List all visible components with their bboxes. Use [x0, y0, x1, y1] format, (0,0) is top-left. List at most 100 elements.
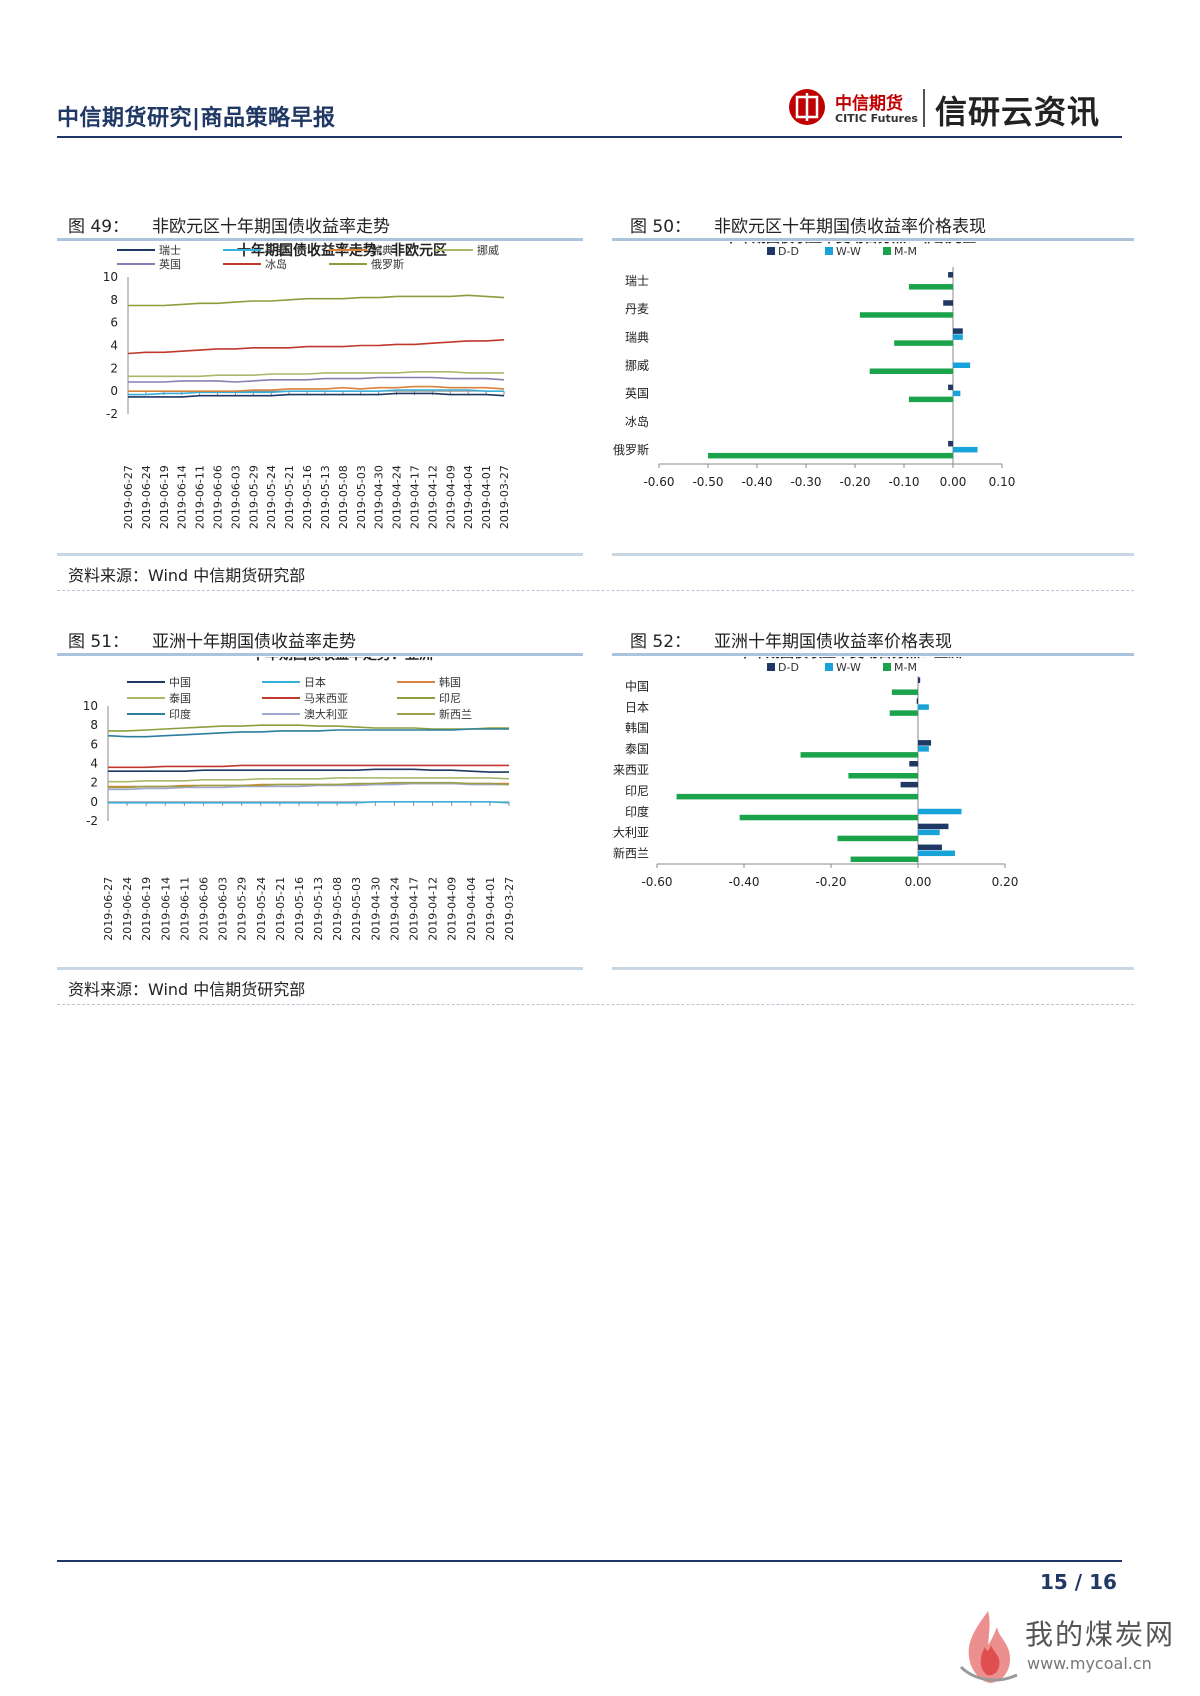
legend-label: 冰岛 [265, 257, 287, 271]
bar-M-M [800, 752, 918, 758]
series-line-瑞士 [128, 392, 505, 398]
figure-top-rule [57, 238, 583, 241]
y-tick-label: 10 [83, 699, 98, 713]
logo-cn: 中信期货 [835, 94, 903, 114]
line-chart-non-euro: 十年期国债收益率走势：非欧元区瑞士丹麦瑞典挪威英国冰岛俄罗斯-202468102… [103, 242, 511, 529]
legend-label: 俄罗斯 [371, 258, 404, 271]
x-tick-label: 2019-05-13 [319, 465, 332, 529]
bar-M-M [894, 340, 953, 346]
footer-divider [57, 1560, 1122, 1562]
x-tick-label: 2019-06-24 [121, 877, 134, 941]
figure-bottom-rule [612, 553, 1134, 556]
bar-M-M [908, 396, 953, 403]
x-tick-label: -0.10 [888, 475, 919, 489]
bar-M-M [869, 368, 953, 374]
series-line-瑞典 [128, 385, 505, 392]
x-tick-label: 2019-05-03 [350, 877, 363, 941]
category-label: 英国 [625, 387, 649, 401]
chart-title: 十年期国债收益率走势：亚洲 [251, 657, 433, 663]
x-tick-label: -0.50 [692, 475, 723, 489]
x-tick-label: 2019-05-16 [301, 465, 314, 529]
y-tick-label: 10 [103, 270, 118, 284]
figure-number: 图 49： [68, 217, 130, 237]
x-tick-label: 0.20 [992, 875, 1019, 889]
x-tick-label: 2019-06-24 [140, 465, 153, 529]
x-tick-label: 2019-05-29 [247, 465, 260, 529]
series-line-冰岛 [127, 339, 505, 355]
figure-title: 亚洲十年期国债收益率走势 [152, 632, 356, 652]
legend-label: 瑞典 [371, 243, 393, 257]
category-label: 俄罗斯 [613, 443, 649, 457]
legend-label: 日本 [304, 675, 326, 689]
bar-D-D [948, 272, 953, 278]
x-tick-label: 2019-04-17 [408, 465, 421, 529]
category-label: 马来西亚 [612, 763, 649, 777]
category-label: 泰国 [625, 742, 649, 756]
legend-label: M-M [894, 245, 917, 258]
series-line-印度 [107, 728, 509, 738]
bar-W-W [918, 829, 940, 836]
figure-bottom-rule [57, 553, 583, 556]
y-tick-label: 0 [110, 384, 118, 398]
source-note: 资料来源：Wind 中信期货研究部 [68, 566, 306, 585]
series-line-丹麦 [128, 389, 504, 396]
x-tick-label: 2019-05-21 [274, 877, 287, 941]
bar-W-W [918, 746, 929, 752]
legend-label: W-W [836, 245, 861, 258]
x-tick-label: 2019-04-04 [465, 877, 478, 941]
flame-icon [959, 1611, 1018, 1683]
bar-M-M [739, 814, 918, 821]
x-tick-label: 2019-05-21 [283, 465, 296, 529]
category-label: 日本 [625, 700, 649, 714]
bar-M-M [676, 793, 918, 800]
bar-W-W [953, 362, 971, 368]
page-number: 15 / 16 [1040, 1570, 1117, 1594]
chart-fig50: 十年期国债收益率变动百分点：非欧元区D-DW-WM-M-0.60-0.50-0.… [612, 229, 1134, 550]
legend-swatch [825, 663, 833, 671]
bar-W-W [953, 334, 963, 340]
y-tick-label: 6 [110, 316, 118, 330]
bar-D-D [900, 781, 918, 788]
x-tick-label: 2019-05-24 [255, 877, 268, 941]
y-tick-label: 6 [90, 737, 98, 751]
category-label: 瑞典 [625, 330, 649, 344]
bar-chart-asia: 十年期国债收益率变动百分点：亚洲D-DW-WM-M-0.60-0.40-0.20… [601, 644, 1019, 889]
figure-caption-50: 图 50： 非欧元区十年期国债收益率价格表现 [630, 212, 986, 237]
series-line-泰国 [108, 777, 510, 783]
legend-label: D-D [778, 245, 799, 258]
legend-label: 印尼 [439, 692, 461, 705]
x-tick-label: 2019-05-08 [337, 465, 350, 529]
x-tick-label: 2019-04-09 [444, 465, 457, 529]
bar-D-D [948, 384, 953, 391]
series-line-澳大利亚 [108, 782, 509, 791]
x-tick-label: 2019-04-30 [369, 877, 382, 941]
logo-en: CITIC Futures [835, 112, 918, 125]
bar-D-D [918, 740, 932, 746]
figure-caption-52: 图 52： 亚洲十年期国债收益率价格表现 [630, 627, 952, 652]
legend-label: 印度 [169, 707, 191, 721]
bar-M-M [908, 284, 953, 290]
citic-logo: 中信期货 CITIC Futures 信研云资讯 [785, 85, 1125, 135]
series-line-新西兰 [108, 781, 510, 789]
x-tick-label: -0.20 [839, 475, 870, 489]
figure-title: 亚洲十年期国债收益率价格表现 [714, 632, 952, 652]
x-tick-label: 0.10 [989, 475, 1016, 489]
dashed-divider [57, 590, 1134, 591]
slogan: 信研云资讯 [935, 93, 1101, 131]
y-tick-label: -2 [86, 814, 98, 828]
figure-number: 图 50： [630, 217, 692, 237]
figure-caption-51: 图 51： 亚洲十年期国债收益率走势 [68, 627, 356, 652]
x-tick-label: -0.40 [741, 475, 772, 489]
x-tick-label: 2019-04-24 [388, 877, 401, 941]
x-tick-label: 2019-05-08 [331, 877, 344, 941]
bar-W-W [918, 808, 962, 815]
series-line-中国 [108, 768, 509, 773]
x-tick-label: 0.00 [905, 875, 932, 889]
y-tick-label: -2 [106, 407, 118, 421]
x-tick-label: 2019-04-12 [426, 465, 439, 529]
x-tick-label: 2019-06-03 [217, 877, 230, 941]
bar-D-D [943, 300, 953, 306]
figure-bottom-rule [612, 967, 1134, 970]
bar-M-M [708, 452, 953, 459]
